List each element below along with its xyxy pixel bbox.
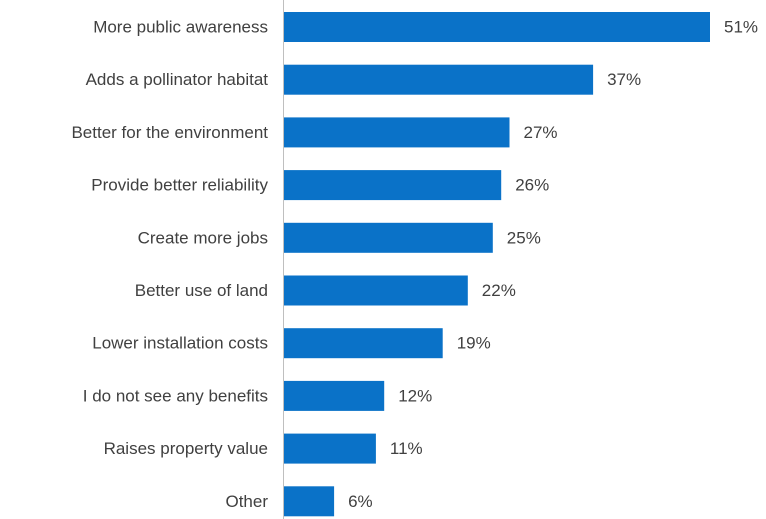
category-label: Provide better reliability <box>91 176 268 195</box>
value-labels: 51% 37% 27% 26% 25% 22% 19% 12% 11% 6% <box>348 18 758 511</box>
bar-2 <box>284 64 594 95</box>
value-label: 22% <box>482 281 516 300</box>
category-label: More public awareness <box>93 18 268 37</box>
category-labels: More public awareness Adds a pollinator h… <box>71 18 268 511</box>
bars-group <box>284 12 710 517</box>
bar-1 <box>284 12 710 42</box>
bar-4 <box>284 170 502 201</box>
bar-7 <box>284 328 443 359</box>
value-label: 26% <box>515 176 549 195</box>
value-label: 12% <box>398 386 432 405</box>
bar-3 <box>284 117 510 148</box>
category-label: Raises property value <box>104 439 268 458</box>
value-label: 6% <box>348 492 373 511</box>
category-label: Adds a pollinator habitat <box>86 70 269 89</box>
value-label: 27% <box>524 123 558 142</box>
category-label: Better use of land <box>135 281 268 300</box>
bar-5 <box>284 222 493 253</box>
value-label: 51% <box>724 18 758 37</box>
bar-8 <box>284 380 385 411</box>
bar-9 <box>284 433 376 464</box>
value-label: 25% <box>507 228 541 247</box>
value-label: 11% <box>390 439 423 458</box>
category-label: Lower installation costs <box>92 334 268 353</box>
category-label: Other <box>225 492 268 511</box>
category-label: Create more jobs <box>138 228 268 247</box>
value-label: 19% <box>457 334 491 353</box>
bar-6 <box>284 275 468 306</box>
category-label: I do not see any benefits <box>83 386 268 405</box>
category-label: Better for the environment <box>71 123 268 142</box>
value-label: 37% <box>607 70 641 89</box>
bar-10 <box>284 486 335 517</box>
